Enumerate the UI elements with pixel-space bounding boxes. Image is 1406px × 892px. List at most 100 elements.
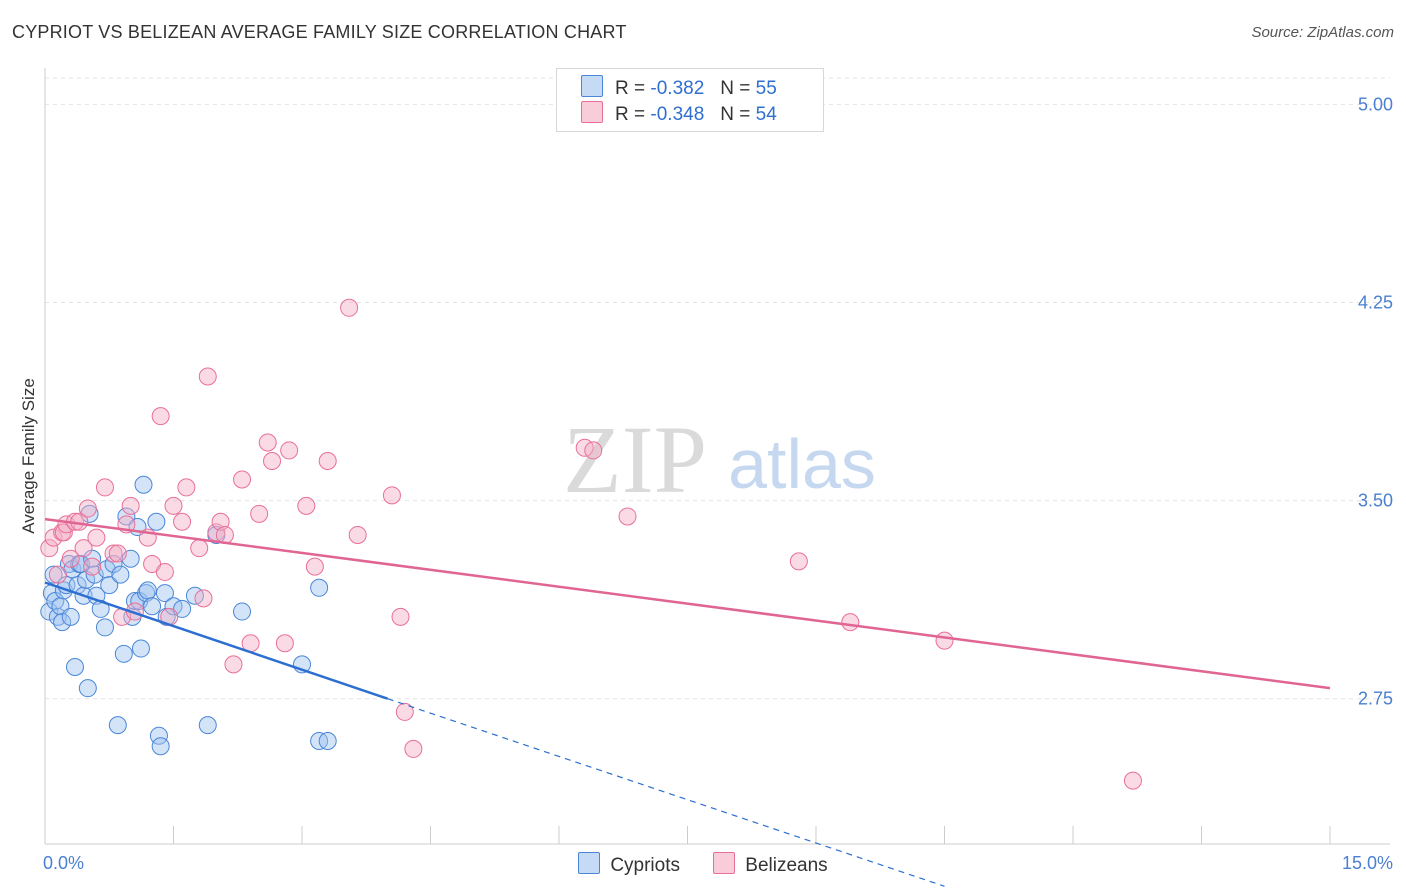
point-cypriots — [147, 512, 166, 531]
legend-r-label: R = — [615, 78, 646, 99]
legend-item-belizeans: Belizeans — [713, 852, 828, 877]
point-cypriots — [310, 578, 329, 597]
point-belizeans — [305, 557, 324, 576]
point-belizeans — [584, 441, 603, 460]
point-cypriots — [131, 639, 150, 658]
point-belizeans — [280, 441, 299, 460]
point-cypriots — [53, 613, 72, 632]
point-belizeans — [1123, 771, 1142, 790]
point-belizeans — [233, 470, 252, 489]
legend-label-cypriots: Cypriots — [610, 855, 680, 876]
chart-title: CYPRIOT VS BELIZEAN AVERAGE FAMILY SIZE … — [12, 22, 627, 42]
source-label: Source: ZipAtlas.com — [1251, 24, 1394, 41]
point-belizeans — [263, 452, 282, 470]
point-belizeans — [391, 607, 410, 626]
point-belizeans — [340, 298, 359, 317]
legend-n-value: 55 — [755, 78, 777, 99]
trend-line-cypriots — [44, 581, 389, 700]
point-cypriots — [173, 599, 192, 618]
watermark: ZIP atlas — [563, 406, 876, 513]
point-belizeans — [44, 528, 63, 547]
point-belizeans — [190, 539, 209, 558]
point-belizeans — [618, 507, 637, 526]
point-belizeans — [95, 478, 114, 497]
point-belizeans — [198, 367, 217, 386]
point-belizeans — [143, 555, 162, 574]
series-legend: Cypriots Belizeans — [0, 852, 1406, 877]
point-belizeans — [177, 478, 196, 497]
point-cypriots — [40, 602, 59, 621]
point-cypriots — [143, 597, 162, 616]
point-cypriots — [114, 644, 133, 663]
point-cypriots — [151, 737, 170, 756]
point-cypriots — [44, 565, 63, 584]
point-belizeans — [173, 512, 192, 531]
data-points — [40, 298, 1142, 790]
legend-r-value: -0.348 — [650, 104, 705, 125]
point-belizeans — [74, 539, 93, 558]
point-cypriots — [318, 731, 337, 750]
point-belizeans — [48, 565, 67, 584]
point-belizeans — [382, 486, 401, 505]
point-belizeans — [789, 552, 808, 571]
point-cypriots — [111, 565, 130, 584]
point-cypriots — [233, 602, 252, 621]
trend-line-belizeans — [44, 517, 1331, 690]
tick-labels: 2.75 3.50 4.25 5.00 0.0% 15.0% — [43, 94, 1393, 873]
legend-label-belizeans: Belizeans — [745, 855, 828, 876]
point-belizeans — [40, 539, 59, 558]
point-belizeans — [155, 562, 174, 581]
point-cypriots — [134, 475, 153, 494]
legend-n-label: N = — [720, 104, 751, 125]
point-cypriots — [104, 555, 123, 574]
point-cypriots — [100, 576, 119, 595]
point-belizeans — [78, 499, 97, 518]
point-belizeans — [404, 739, 423, 758]
legend-row-belizeans: R = -0.348 N = 54 — [581, 101, 777, 127]
point-belizeans — [164, 496, 183, 515]
point-belizeans — [108, 544, 127, 563]
point-belizeans — [841, 613, 860, 632]
point-belizeans — [61, 549, 80, 568]
point-belizeans — [121, 496, 140, 515]
point-belizeans — [318, 452, 337, 470]
point-belizeans — [275, 634, 294, 653]
point-belizeans — [935, 631, 954, 650]
swatch-cypriots — [578, 852, 601, 874]
point-cypriots — [78, 679, 97, 698]
swatch-belizeans — [713, 852, 736, 874]
legend-swatch-belizeans — [581, 101, 603, 123]
point-cypriots — [61, 607, 80, 626]
watermark-atlas: atlas — [728, 425, 876, 503]
point-belizeans — [87, 528, 106, 547]
point-belizeans — [194, 589, 213, 608]
point-belizeans — [395, 702, 414, 721]
x-tick-label: 0.0% — [43, 853, 84, 873]
point-cypriots — [137, 584, 156, 603]
correlation-legend: R = -0.382 N = 55 R = -0.348 N = 54 — [556, 68, 824, 132]
point-belizeans — [83, 557, 102, 576]
point-belizeans — [297, 496, 316, 515]
legend-n-value: 54 — [755, 104, 777, 125]
point-cypriots — [65, 658, 84, 677]
point-cypriots — [198, 716, 217, 735]
y-tick-label: 3.50 — [1358, 491, 1393, 511]
point-belizeans — [125, 602, 144, 621]
legend-r-label: R = — [615, 104, 646, 125]
trend-lines — [44, 517, 1331, 887]
y-axis-label: Average Family Size — [19, 378, 38, 534]
point-cypriots — [95, 618, 114, 637]
x-tick-label: 15.0% — [1342, 853, 1393, 873]
y-tick-label: 4.25 — [1358, 293, 1393, 313]
point-belizeans — [104, 544, 123, 563]
point-cypriots — [77, 570, 96, 589]
point-cypriots — [138, 581, 157, 600]
point-cypriots — [155, 584, 174, 603]
point-belizeans — [250, 504, 269, 523]
legend-n-label: N = — [720, 78, 751, 99]
point-belizeans — [258, 433, 277, 452]
legend-item-cypriots: Cypriots — [578, 852, 680, 877]
point-cypriots — [108, 716, 127, 735]
point-cypriots — [117, 507, 136, 526]
